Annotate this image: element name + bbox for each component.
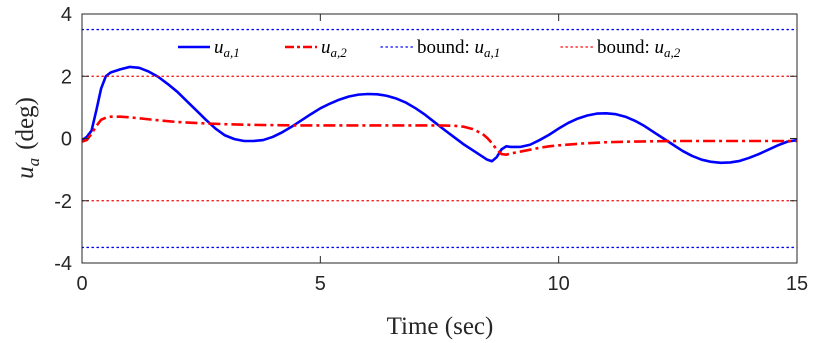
legend: ua,1 ua,2 bound: ua,1 bound: ua,2 (178, 37, 681, 60)
y-tick-label: -2 (54, 191, 72, 213)
legend-label: bound: ua,2 (597, 37, 681, 60)
legend-item-2: ua,2 (285, 37, 347, 60)
x-tick-label: 0 (76, 273, 87, 295)
legend-item-3: bound: ua,1 (380, 37, 500, 60)
x-tick-label: 5 (315, 273, 326, 295)
x-tick-label: 15 (786, 273, 808, 295)
y-axis-label-unit: (deg) (12, 97, 39, 150)
legend-label-subscript: a,1 (224, 45, 240, 60)
x-axis-ticks: 0 5 10 15 (76, 14, 808, 295)
y-axis-label-subscript: a (24, 158, 43, 167)
legend-label-prefix: bound: (417, 37, 475, 58)
legend-label-subscript: a,2 (664, 45, 681, 60)
x-tick-label: 10 (548, 273, 570, 295)
legend-label-symbol: u (655, 37, 665, 58)
legend-label-symbol: u (214, 37, 224, 58)
x-axis-label: Time (sec) (387, 313, 494, 340)
y-tick-label: -4 (54, 253, 72, 275)
plot-series (81, 28, 798, 249)
y-tick-label: 2 (61, 66, 72, 88)
y-tick-label: 4 (61, 4, 72, 26)
legend-item-4: bound: ua,2 (560, 37, 681, 60)
legend-label-prefix: bound: (597, 37, 655, 58)
legend-label: ua,1 (214, 37, 240, 60)
y-axis-ticks: -4 -2 0 2 4 (54, 4, 797, 275)
series-line-2 (81, 115, 797, 156)
legend-label-symbol: u (475, 37, 485, 58)
y-axis-label-symbol: u (12, 166, 39, 179)
legend-item-1: ua,1 (178, 37, 240, 60)
y-axis-label: ua (deg) (12, 97, 43, 179)
legend-label-subscript: a,1 (484, 45, 500, 60)
y-tick-label: 0 (61, 129, 72, 151)
legend-label: ua,2 (321, 37, 347, 60)
legend-label-subscript: a,2 (331, 45, 348, 60)
legend-label: bound: ua,1 (417, 37, 500, 60)
legend-label-symbol: u (321, 37, 331, 58)
